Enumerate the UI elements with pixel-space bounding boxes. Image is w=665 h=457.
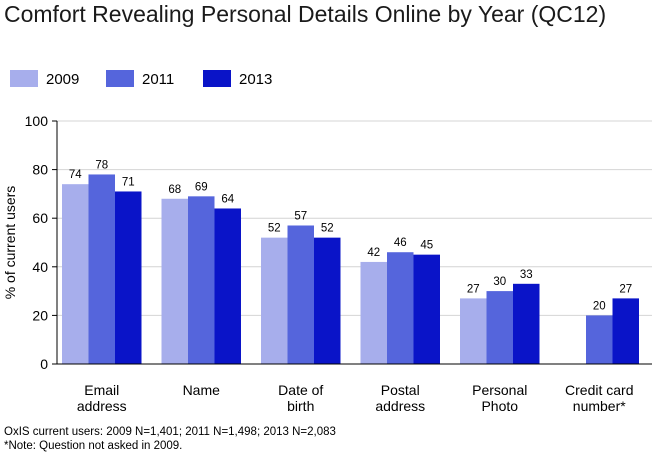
data-label: 64 (221, 193, 234, 205)
data-label: 42 (367, 247, 380, 259)
bar-2009 (360, 261, 387, 364)
bar-2011 (387, 252, 414, 364)
x-axis: Email address Name Date of birth Postal addres… (57, 363, 652, 414)
bar-2011 (486, 291, 513, 364)
bar-2011 (88, 174, 115, 364)
data-label: 74 (69, 169, 82, 181)
legend: 2009 2011 2013 (10, 70, 272, 88)
y-tick-label: 20 (32, 307, 48, 323)
bar-2009 (261, 237, 288, 364)
x-tick-label: Postal address (375, 382, 425, 414)
data-label: 20 (593, 300, 606, 312)
data-label: 57 (294, 210, 307, 222)
x-tick-label: Credit card number* (565, 382, 633, 414)
data-label: 46 (394, 237, 407, 249)
data-label: 27 (467, 283, 480, 295)
legend-label-2011: 2011 (142, 71, 174, 88)
data-label: 30 (493, 276, 506, 288)
y-tick-label: 100 (25, 113, 49, 129)
legend-label-2013: 2013 (239, 71, 272, 88)
data-label: 69 (195, 181, 208, 193)
bar-2011 (586, 315, 613, 364)
footnote-note: *Note: Question not asked in 2009. (4, 440, 183, 452)
bars: 74 78 71 68 69 64 52 57 52 42 46 45 27 30 33 20 27 (62, 159, 639, 364)
x-tick-label: Personal Photo (472, 382, 527, 414)
x-tick-label: Name (183, 382, 221, 398)
bar-2009 (460, 298, 487, 364)
gridlines (57, 120, 652, 316)
x-tick-label: Email address (77, 382, 127, 414)
x-tick-label: Date of birth (278, 382, 323, 414)
legend-swatch-2011 (106, 70, 134, 87)
data-label: 78 (95, 159, 108, 171)
bar-2013 (214, 208, 241, 364)
y-axis-label: % of current users (2, 186, 18, 300)
bar-2013 (612, 298, 639, 364)
legend-swatch-2013 (203, 70, 231, 87)
legend-label-2009: 2009 (46, 71, 79, 88)
data-label: 68 (168, 184, 181, 196)
bar-2013 (115, 191, 142, 364)
footnote-sample-sizes: OxIS current users: 2009 N=1,401; 2011 N… (4, 426, 336, 438)
data-label: 52 (268, 223, 281, 235)
y-tick-label: 60 (32, 210, 48, 226)
data-label: 71 (122, 176, 135, 188)
bar-2009 (62, 184, 89, 364)
legend-swatch-2009 (10, 70, 38, 87)
bar-2011 (188, 196, 215, 364)
data-label: 52 (321, 223, 334, 235)
data-label: 27 (619, 283, 632, 295)
bar-2011 (287, 225, 314, 364)
y-axis: 0 20 40 60 80 100 % of current users (2, 113, 58, 372)
bar-2013 (314, 237, 341, 364)
bar-2013 (513, 283, 540, 364)
bar-2013 (413, 254, 440, 364)
y-tick-label: 80 (32, 162, 48, 178)
y-tick-label: 0 (40, 356, 48, 372)
data-label: 45 (420, 240, 433, 252)
chart-title: Comfort Revealing Personal Details Onlin… (4, 1, 607, 27)
y-tick-label: 40 (32, 259, 48, 275)
bar-2009 (161, 198, 188, 364)
data-label: 33 (520, 269, 533, 281)
